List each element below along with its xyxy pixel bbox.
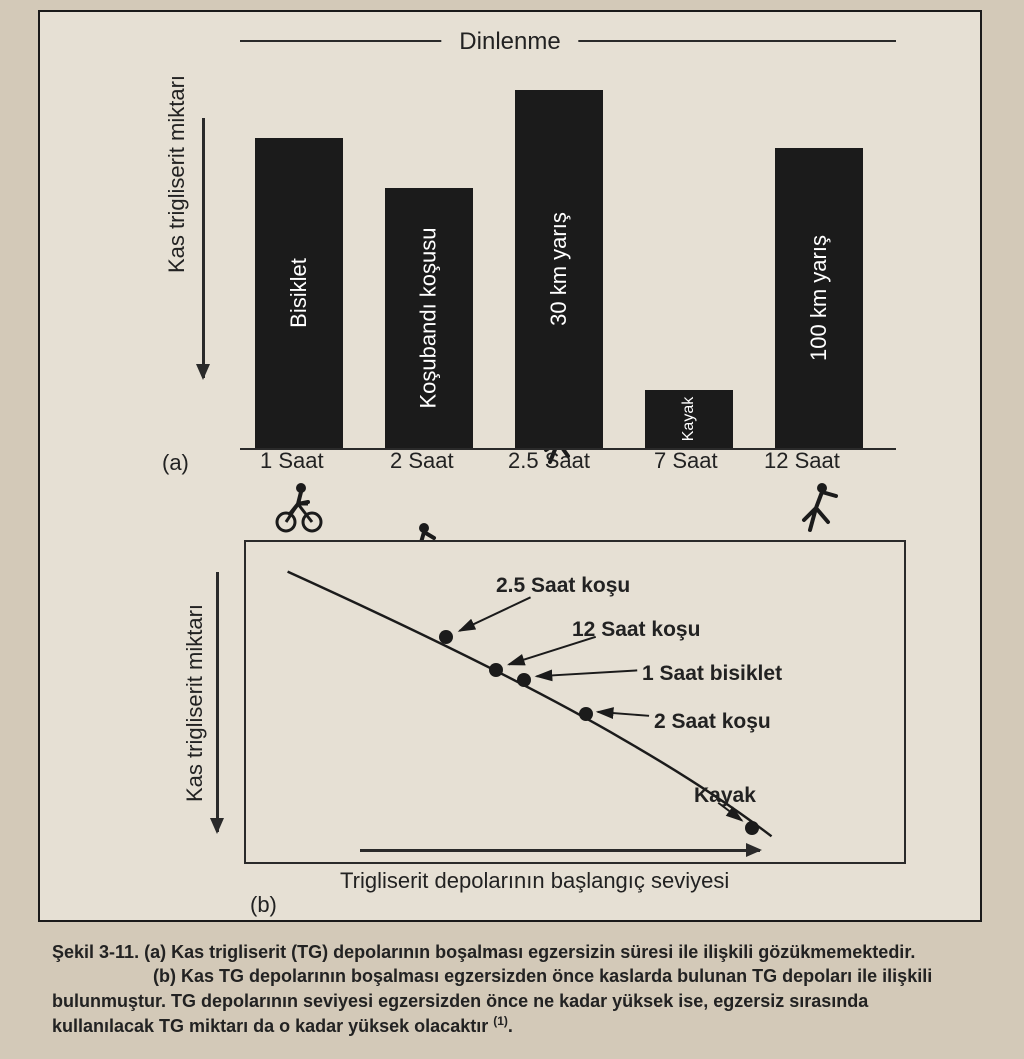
x-tick: 12 Saat — [764, 448, 840, 474]
figure-caption: Şekil 3-11. (a) Kas trigliserit (TG) dep… — [52, 940, 972, 1038]
bar-label: Bisiklet — [286, 258, 312, 328]
panel-a-y-axis-arrow — [202, 118, 205, 378]
point-label: 2.5 Saat koşu — [496, 574, 630, 598]
caption-body-a: (a) Kas trigliserit (TG) depolarının boş… — [144, 942, 915, 962]
cycling-icon — [268, 474, 330, 536]
panel-b-y-axis-arrow — [216, 572, 219, 832]
x-tick: 7 Saat — [654, 448, 718, 474]
panel-b-tag: (b) — [250, 892, 277, 918]
point-label: 1 Saat bisiklet — [642, 662, 782, 686]
caption-ref: (1) — [493, 1014, 508, 1028]
caption-lead: Şekil 3-11. — [52, 942, 139, 962]
bar: 100 km yarış — [775, 148, 863, 448]
reference-line-label: Dinlenme — [441, 26, 578, 58]
figure-frame: Dinlenme Kas trigliserit miktarı Bisikle… — [38, 10, 982, 922]
bar: 30 km yarış — [515, 90, 603, 448]
panel-b-x-axis-arrow — [360, 849, 760, 852]
panel-a-tag: (a) — [162, 450, 189, 476]
scatter-point — [745, 821, 759, 835]
bar-label: 100 km yarış — [806, 235, 832, 361]
pointer-arrow — [459, 597, 530, 631]
point-label: 12 Saat koşu — [572, 618, 700, 642]
scatter-point — [489, 663, 503, 677]
panel-a: Dinlenme Kas trigliserit miktarı Bisikle… — [100, 18, 920, 498]
bar-label: 30 km yarış — [546, 212, 572, 326]
bar: Koşubandı koşusu — [385, 188, 473, 448]
panel-a-y-axis-label: Kas trigliserit miktarı — [164, 75, 190, 273]
point-label: 2 Saat koşu — [654, 710, 771, 734]
pointer-arrow — [536, 670, 637, 676]
running-icon — [788, 478, 850, 540]
scatter-point — [517, 673, 531, 687]
point-label: Kayak — [694, 784, 756, 808]
panel-b-x-axis-label: Trigliserit depolarının başlangıç seviye… — [340, 868, 729, 894]
x-tick: 2.5 Saat — [508, 448, 590, 474]
scatter-point — [439, 630, 453, 644]
bar-label: Kayak — [680, 397, 698, 441]
panel-b-y-axis-label: Kas trigliserit miktarı — [182, 604, 208, 802]
bar-label: Koşubandı koşusu — [416, 227, 442, 408]
x-tick: 2 Saat — [390, 448, 454, 474]
bar: Kayak — [645, 390, 733, 448]
scatter-point — [579, 707, 593, 721]
panel-b-frame: 2.5 Saat koşu 12 Saat koşu 1 Saat bisikl… — [244, 540, 906, 864]
x-tick: 1 Saat — [260, 448, 324, 474]
pointer-arrow — [598, 712, 649, 716]
bar: Bisiklet — [255, 138, 343, 448]
bar-area: Bisiklet Koşubandı koşusu 30 km yarış — [255, 68, 895, 448]
